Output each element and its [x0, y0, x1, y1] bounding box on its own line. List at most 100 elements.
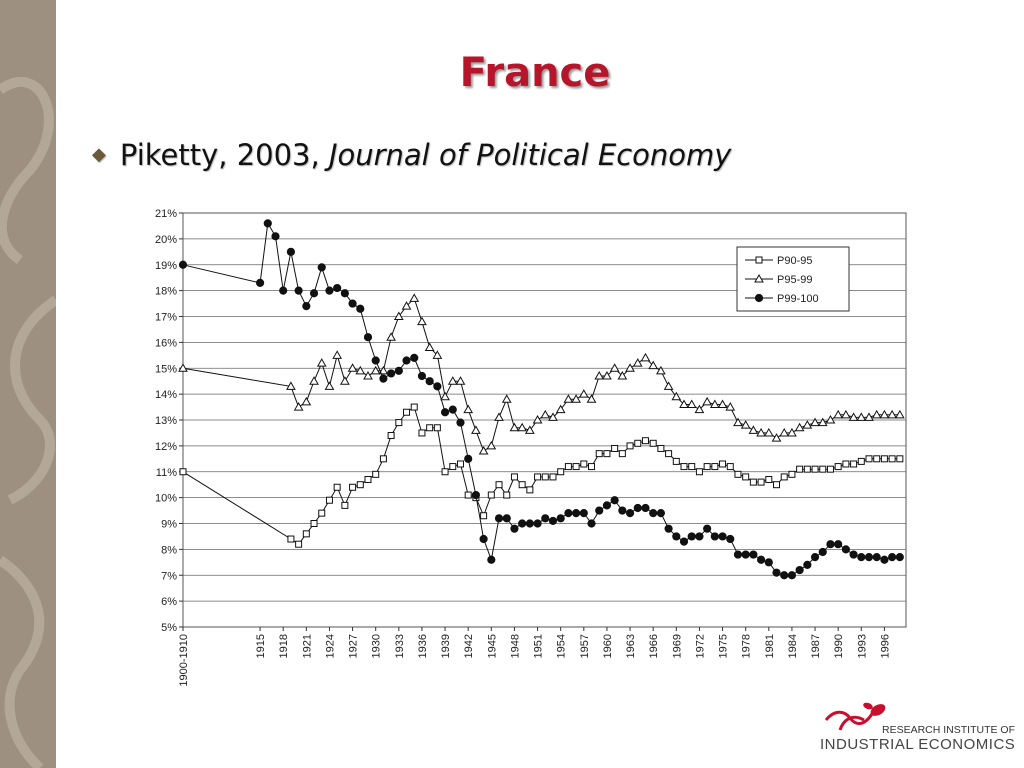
- data-point-p90-95: [364, 476, 372, 484]
- data-point-p99-100: [872, 553, 881, 562]
- data-point-p95-99: [702, 396, 712, 406]
- x-tick-label: 1939: [440, 634, 452, 658]
- x-tick-label: 1951: [533, 634, 545, 658]
- decorative-side-strip: [0, 0, 56, 768]
- data-point-p99-100: [756, 555, 766, 564]
- data-point-p99-100: [340, 289, 349, 298]
- data-point-p99-100: [579, 509, 588, 518]
- data-point-p90-95: [510, 473, 518, 481]
- data-point-p95-99: [309, 376, 319, 385]
- data-point-p90-95: [518, 481, 526, 489]
- y-tick-label: 9%: [161, 519, 177, 531]
- data-point-p90-95: [796, 465, 804, 473]
- data-point-p99-100: [178, 260, 188, 269]
- data-point-p90-95: [726, 463, 734, 471]
- data-point-p90-95: [603, 450, 611, 458]
- data-point-p95-99: [370, 365, 381, 375]
- data-point-p99-100: [610, 496, 619, 505]
- data-point-p99-100: [826, 540, 835, 549]
- data-point-p95-99: [401, 301, 412, 310]
- data-point-p95-99: [694, 404, 705, 414]
- data-point-p99-100: [787, 571, 797, 580]
- data-point-p95-99: [794, 422, 805, 432]
- y-tick-label: 5%: [161, 622, 177, 634]
- x-tick-label: 1933: [394, 634, 406, 658]
- logo-line-2: INDUSTRIAL ECONOMICS: [820, 736, 1016, 753]
- data-point-p90-95: [557, 468, 565, 476]
- logo-sprout-icon: [824, 702, 886, 731]
- data-point-p90-95: [572, 463, 580, 471]
- x-tick-label: 1900-1910: [178, 634, 190, 687]
- data-point-p90-95: [487, 491, 495, 499]
- data-point-p99-100: [425, 377, 434, 386]
- y-tick-label: 8%: [161, 544, 177, 556]
- data-point-p90-95: [780, 473, 788, 481]
- data-point-p90-95: [641, 437, 649, 445]
- data-point-p99-100: [279, 286, 288, 295]
- data-point-p95-99: [432, 350, 443, 359]
- data-point-p99-100: [587, 519, 596, 528]
- data-point-p95-99: [332, 350, 343, 359]
- data-point-p95-99: [663, 381, 674, 390]
- x-tick-label: 1918: [278, 634, 290, 658]
- diamond-bullet-icon: ◆: [92, 144, 106, 165]
- data-point-p90-95: [410, 403, 418, 411]
- data-point-p90-95: [534, 473, 542, 481]
- data-point-p90-95: [719, 460, 727, 468]
- data-point-p90-95: [634, 439, 642, 447]
- y-tick-label: 6%: [161, 596, 177, 608]
- data-point-p99-100: [664, 524, 673, 533]
- data-point-p90-95: [803, 465, 811, 473]
- y-tick-label: 15%: [155, 363, 177, 375]
- data-point-p90-95: [865, 455, 873, 463]
- data-point-p99-100: [695, 532, 704, 541]
- y-tick-label: 13%: [155, 415, 177, 427]
- data-point-p95-99: [825, 414, 836, 424]
- data-point-p95-99: [486, 440, 497, 450]
- data-point-p99-100: [572, 509, 581, 518]
- data-point-p90-95: [626, 442, 634, 450]
- data-point-p95-99: [817, 417, 828, 427]
- data-point-p95-99: [709, 399, 720, 408]
- data-point-p95-99: [609, 363, 620, 372]
- citation-author: Piketty, 2003,: [119, 138, 329, 172]
- x-tick-label: 1990: [833, 634, 845, 658]
- data-point-p95-99: [540, 409, 551, 419]
- x-tick-label: 1972: [694, 634, 706, 658]
- data-point-p95-99: [841, 409, 851, 419]
- x-tick-label: 1975: [718, 634, 730, 658]
- data-point-p90-95: [873, 455, 881, 463]
- data-point-p95-99: [810, 417, 820, 427]
- data-point-p90-95: [325, 496, 333, 504]
- data-point-p90-95: [749, 478, 757, 486]
- data-point-p95-99: [524, 425, 535, 434]
- data-point-p99-100: [641, 503, 650, 513]
- data-point-p95-99: [340, 376, 350, 385]
- data-point-p90-95: [495, 481, 503, 489]
- data-point-p95-99: [586, 394, 597, 403]
- data-point-p99-100: [764, 558, 773, 567]
- data-point-p95-99: [316, 358, 327, 367]
- data-point-p95-99: [787, 427, 797, 437]
- data-point-p95-99: [617, 371, 628, 380]
- data-point-p90-95: [757, 478, 765, 486]
- data-point-p99-100: [348, 299, 357, 308]
- data-point-p99-100: [595, 506, 604, 515]
- data-point-p90-95: [341, 501, 349, 509]
- data-point-p90-95: [665, 450, 673, 458]
- data-point-p99-100: [433, 382, 442, 391]
- data-point-p90-95: [541, 473, 549, 481]
- data-point-p99-100: [417, 371, 427, 381]
- data-point-p90-95: [672, 457, 680, 465]
- data-point-p90-95: [302, 530, 310, 538]
- x-tick-label: 1957: [579, 634, 591, 658]
- data-point-p99-100: [687, 532, 696, 541]
- data-point-p99-100: [749, 550, 758, 559]
- y-tick-label: 7%: [161, 570, 177, 582]
- data-point-p90-95: [842, 460, 850, 468]
- x-tick-label: 1963: [625, 634, 637, 658]
- y-tick-label: 10%: [155, 493, 177, 505]
- x-tick-label: 1996: [879, 634, 891, 658]
- data-point-p99-100: [402, 356, 411, 365]
- data-point-p95-99: [833, 409, 844, 419]
